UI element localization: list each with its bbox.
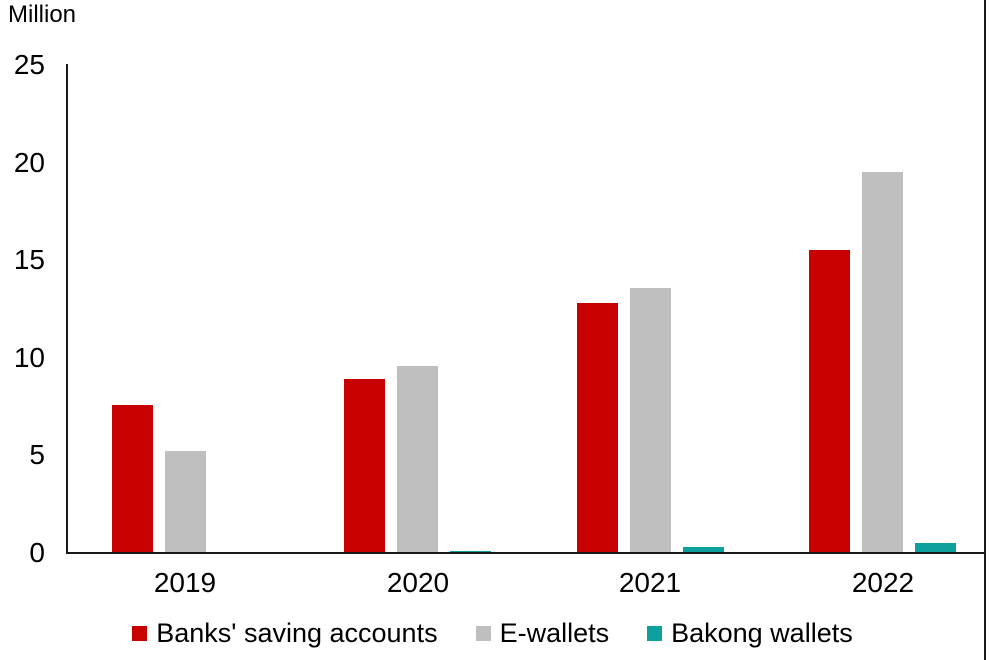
bar-e-wallets-2019	[165, 451, 206, 553]
bar-banks-saving-accounts-2020	[344, 379, 385, 553]
legend-swatch-icon	[475, 625, 491, 641]
x-axis-line	[66, 552, 985, 554]
legend-label: E-wallets	[499, 618, 610, 648]
legend-label: Bakong wallets	[671, 618, 853, 648]
x-axis-category-label: 2022	[851, 567, 915, 598]
y-axis-tick-label: 20	[13, 147, 45, 178]
y-axis-unit-label: Million	[8, 1, 77, 28]
bar-e-wallets-2021	[630, 288, 671, 553]
y-axis-tick-label: 0	[29, 537, 45, 568]
x-axis-category-label: 2019	[153, 567, 217, 598]
legend-label: Banks' saving accounts	[156, 618, 438, 648]
bar-e-wallets-2020	[397, 366, 438, 553]
legend-item: E-wallets	[475, 617, 610, 649]
page-border-right	[984, 0, 986, 660]
y-axis-tick-label: 5	[29, 439, 45, 470]
bar-banks-saving-accounts-2022	[809, 250, 850, 553]
bar-banks-saving-accounts-2019	[112, 405, 153, 553]
y-axis-tick-label: 10	[13, 342, 45, 373]
bar-bakong-wallets-2022	[915, 543, 956, 553]
legend-swatch-icon	[647, 625, 663, 641]
legend-item: Bakong wallets	[647, 617, 853, 649]
legend-item: Banks' saving accounts	[132, 617, 438, 649]
x-axis-category-label: 2020	[386, 567, 450, 598]
bar-e-wallets-2022	[862, 172, 903, 553]
y-axis-tick-label: 25	[13, 49, 45, 80]
x-axis-category-label: 2021	[618, 567, 682, 598]
bar-bakong-wallets-2021	[683, 547, 724, 553]
y-axis-line	[66, 64, 68, 554]
chart-legend: Banks' saving accounts E-wallets Bakong wa…	[0, 612, 985, 654]
y-axis-tick-label: 15	[13, 244, 45, 275]
bar-banks-saving-accounts-2021	[577, 303, 618, 553]
legend-swatch-icon	[132, 625, 148, 641]
